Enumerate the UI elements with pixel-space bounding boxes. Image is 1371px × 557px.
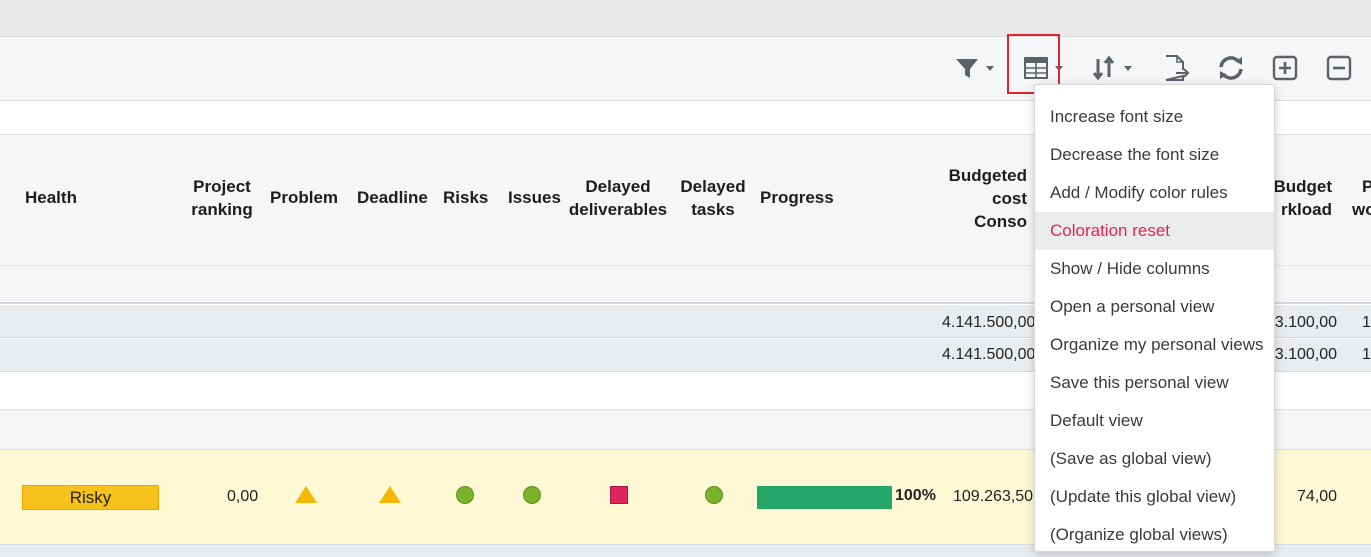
budget-workload-value: 74,00 (1296, 488, 1337, 505)
sort-icon (1092, 55, 1132, 81)
col-delayed-deliverables-line1: Delayed (585, 177, 651, 196)
col-delayed-tasks[interactable]: Delayed tasks (677, 175, 749, 221)
delayed-tasks-ok-icon (705, 486, 723, 504)
col-partial-line2: wo (1352, 200, 1371, 219)
col-delayed-deliverables-line2: deliverables (568, 200, 668, 219)
table-options-menu: Increase font size Decrease the font siz… (1034, 84, 1275, 552)
col-budget-workload[interactable]: Budget rkload (1260, 175, 1332, 221)
menu-item-color-rules[interactable]: Add / Modify color rules (1050, 183, 1228, 202)
collapse-all-button[interactable] (1324, 51, 1354, 85)
col-budgeted-cost-line1: Budgeted (948, 166, 1027, 185)
refresh-button[interactable] (1214, 51, 1248, 85)
col-health[interactable]: Health (25, 188, 77, 207)
budgeted-cost-value: 109.263,50 (953, 488, 1034, 505)
menu-item-show-hide-columns[interactable]: Show / Hide columns (1050, 259, 1210, 278)
export-button[interactable] (1160, 51, 1192, 85)
filter-icon (956, 59, 994, 78)
health-badge: Risky (22, 485, 159, 510)
col-project-ranking-line1: Project (193, 177, 251, 196)
top-bar (0, 0, 1371, 37)
filter-button[interactable] (953, 51, 999, 85)
table-options-highlight (1007, 34, 1060, 94)
total-2-budget-workload: 3.100,00 (1274, 346, 1337, 363)
col-partial-line1: P (1362, 177, 1371, 196)
menu-item-increase-font[interactable]: Increase font size (1050, 107, 1184, 126)
total-1-partial: 1 (1362, 314, 1371, 331)
total-1-budgeted-cost: 4.141.500,00 (942, 314, 1036, 331)
total-1-budget-workload: 3.100,00 (1274, 314, 1337, 331)
menu-item-save-global-view[interactable]: (Save as global view) (1050, 449, 1212, 468)
col-budget-workload-line1: Budget (1273, 177, 1332, 196)
delayed-deliverables-alert-icon (610, 486, 628, 504)
refresh-icon (1219, 56, 1243, 80)
next-row-partial (0, 545, 1371, 557)
total-2-partial: 1 (1362, 346, 1371, 363)
col-problem[interactable]: Problem (270, 188, 339, 207)
col-project-ranking-line2: ranking (191, 200, 253, 219)
menu-item-organize-personal-views[interactable]: Organize my personal views (1050, 335, 1264, 354)
problem-warning-icon (295, 486, 317, 503)
col-progress[interactable]: Progress (760, 188, 834, 207)
col-budget-workload-line2: rkload (1280, 200, 1332, 219)
deadline-warning-icon (379, 486, 401, 503)
menu-item-coloration-reset[interactable]: Coloration reset (1035, 212, 1274, 250)
total-2-budgeted-cost: 4.141.500,00 (942, 346, 1036, 363)
col-delayed-deliverables[interactable]: Delayed deliverables (566, 175, 670, 221)
risks-ok-icon (456, 486, 474, 504)
col-risks[interactable]: Risks (443, 188, 489, 207)
col-partial[interactable]: P wo (1350, 175, 1371, 221)
menu-item-update-global-view[interactable]: (Update this global view) (1050, 487, 1237, 506)
menu-item-decrease-font[interactable]: Decrease the font size (1050, 145, 1220, 164)
collapse-all-icon (1326, 55, 1352, 81)
grid-toolbar (0, 37, 1371, 101)
sort-button[interactable] (1090, 51, 1138, 85)
menu-item-organize-global-views[interactable]: (Organize global views) (1050, 525, 1228, 544)
menu-item-default-view[interactable]: Default view (1050, 411, 1143, 430)
expand-all-button[interactable] (1270, 51, 1300, 85)
col-deadline[interactable]: Deadline (357, 188, 428, 207)
col-budgeted-cost-line3: Conso (974, 212, 1027, 231)
col-budgeted-cost[interactable]: Budgeted cost Conso (930, 164, 1027, 233)
menu-item-open-personal-view[interactable]: Open a personal view (1050, 297, 1215, 316)
progress-label: 100% (895, 487, 936, 504)
col-issues[interactable]: Issues (508, 188, 561, 207)
issues-ok-icon (523, 486, 541, 504)
progress-bar (757, 486, 892, 509)
col-budgeted-cost-line2: cost (992, 189, 1027, 208)
col-delayed-tasks-line1: Delayed (680, 177, 746, 196)
progress-bar-fill (757, 486, 892, 509)
expand-all-icon (1272, 55, 1298, 81)
col-delayed-tasks-line2: tasks (691, 200, 735, 219)
menu-item-save-personal-view[interactable]: Save this personal view (1050, 373, 1229, 392)
project-ranking-value: 0,00 (227, 488, 259, 505)
col-project-ranking[interactable]: Project ranking (186, 175, 258, 221)
export-icon (1165, 55, 1190, 81)
